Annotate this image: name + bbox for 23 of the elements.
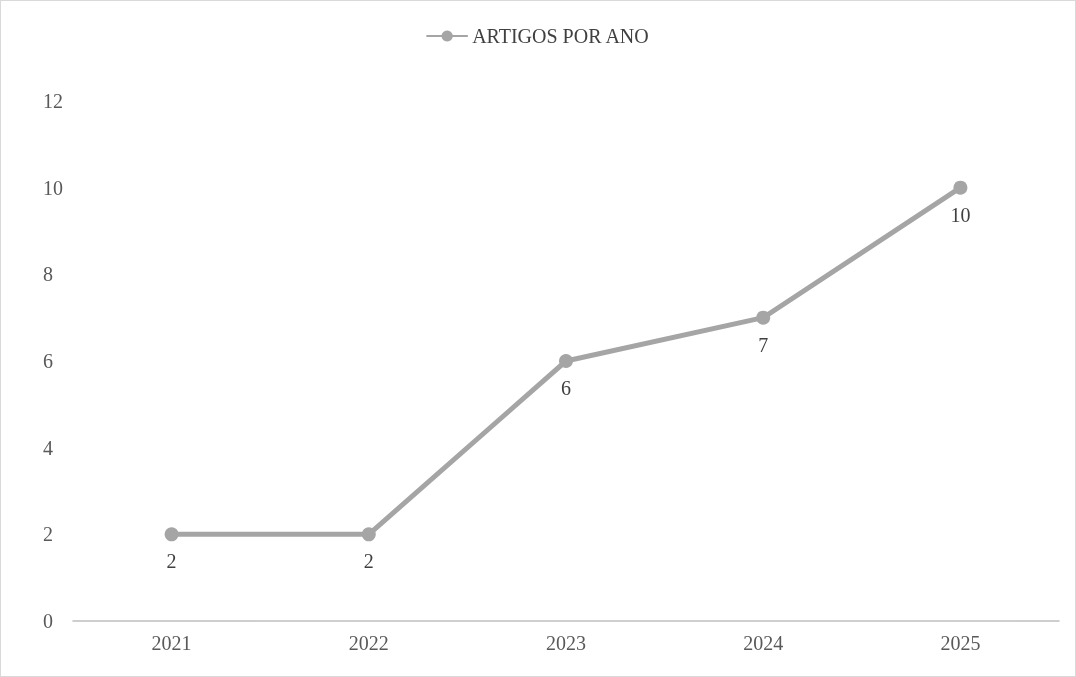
x-tick-label: 2023	[546, 632, 586, 654]
x-tick-label: 2021	[151, 632, 192, 654]
y-tick-label: 12	[43, 90, 63, 112]
y-tick-label: 4	[43, 436, 53, 459]
data-label: 2	[363, 550, 374, 573]
x-tick-label: 2025	[940, 632, 981, 654]
y-tick-label: 8	[43, 263, 53, 286]
x-tick-label: 2024	[743, 632, 784, 654]
y-tick-label: 0	[43, 610, 53, 632]
point	[361, 527, 376, 542]
y-tick-label: 10	[43, 176, 63, 199]
point	[164, 527, 179, 542]
y-tick-label: 6	[43, 350, 53, 372]
point	[953, 180, 968, 195]
data-label: 7	[758, 333, 769, 356]
y-tick-label: 2	[43, 523, 53, 546]
point	[756, 310, 771, 325]
legend-label: ARTIGOS POR ANO	[472, 25, 649, 47]
point	[559, 354, 573, 368]
data-label: 2	[166, 550, 177, 573]
x-tick-label: 2022	[348, 632, 389, 654]
data-label: 10	[950, 203, 971, 226]
data-label: 6	[561, 377, 571, 399]
